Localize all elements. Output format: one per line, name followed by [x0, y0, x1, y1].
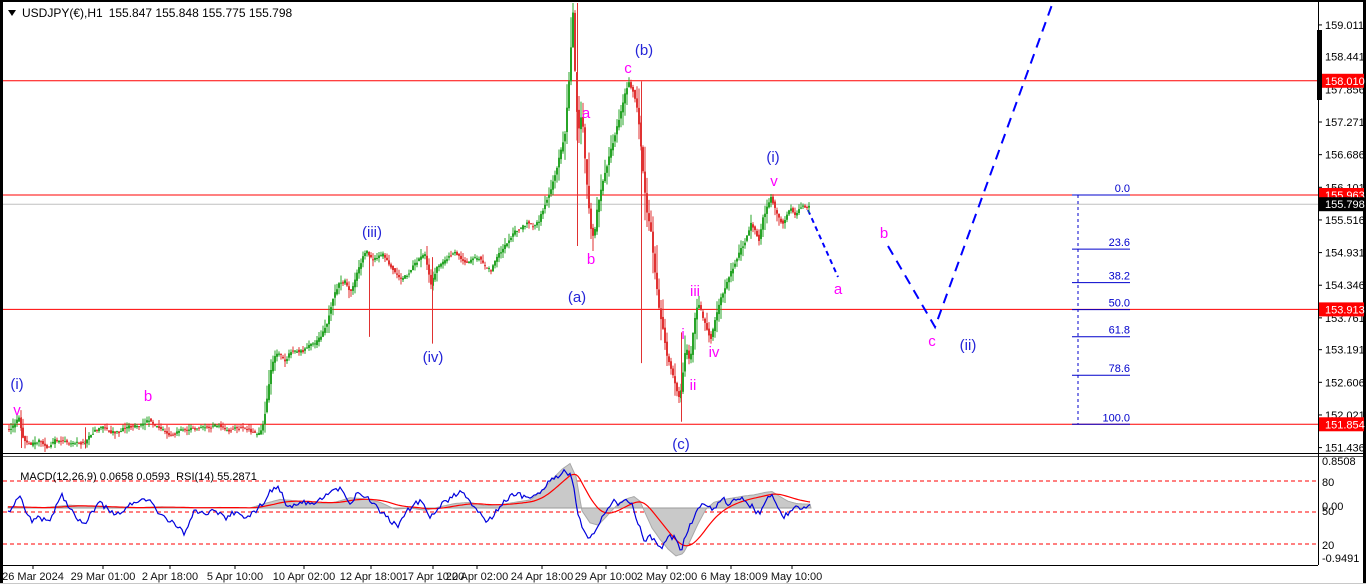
elliott-wave-labels[interactable]: (i)vb(iii)(iv)(a)abc(b)(c)iiiiiiiv(i)vab… [10, 42, 976, 453]
price-tick-label: 152.606 [1325, 377, 1365, 389]
wave-label[interactable]: (a) [568, 289, 586, 306]
price-tick-label: 153.191 [1325, 345, 1365, 357]
wave-label[interactable]: (iii) [362, 224, 382, 241]
indicator-scale-label: 80 [1322, 477, 1334, 489]
time-label: 6 May 18:00 [701, 571, 762, 583]
time-label: 22 Apr 02:00 [446, 571, 508, 583]
price-tick-label: 155.516 [1325, 215, 1365, 227]
price-badge-label: 155.798 [1325, 199, 1365, 211]
price-badge-label: 158.010 [1325, 76, 1365, 88]
price-axis[interactable]: 159.011158.441157.856157.271156.686156.1… [1317, 2, 1365, 565]
wave-projection-line[interactable] [887, 1, 1054, 330]
wave-label[interactable]: (i) [766, 149, 779, 166]
wave-label[interactable]: v [13, 402, 21, 419]
price-tick-label: 156.686 [1325, 150, 1365, 162]
time-label: 24 Apr 18:00 [511, 571, 573, 583]
wave-label[interactable]: a [582, 105, 591, 122]
fibonacci-retracement[interactable]: 0.0 23.6 38.2 50.0 61.8 78.6 100.0 [1072, 183, 1130, 425]
indicator-scale-label: 20 [1322, 540, 1334, 552]
price-spike-lines [21, 3, 682, 449]
price-badge [1319, 417, 1364, 432]
time-label: 5 Apr 10:00 [207, 571, 263, 583]
fib-level-label: 38.2 [1109, 271, 1130, 283]
fib-level-label: 78.6 [1109, 363, 1130, 375]
projection-lines[interactable] [807, 1, 1054, 330]
wave-label[interactable]: b [587, 251, 595, 268]
indicator-scale-label: 0.8508 [1322, 456, 1356, 468]
price-tick-label: 159.011 [1325, 20, 1364, 32]
wave-label[interactable]: b [880, 225, 888, 242]
time-label: 10 Apr 02:00 [273, 571, 335, 583]
time-label: 2 Apr 18:00 [142, 571, 198, 583]
wave-label[interactable]: v [770, 173, 778, 190]
wave-label[interactable]: iii [690, 283, 700, 300]
price-badge [1319, 302, 1364, 317]
wave-label[interactable]: i [681, 326, 684, 343]
wave-label[interactable]: c [624, 60, 632, 77]
price-badge-label: 151.854 [1325, 419, 1365, 431]
macd-rsi-values: MACD(12,26,9) 0.0658 0.0593 RSI(14) 55.2… [20, 471, 257, 483]
fib-level-label: 100.0 [1102, 412, 1130, 424]
ohlc-values: 155.847 155.848 155.775 155.798 [108, 6, 293, 20]
price-tick-label: 158.441 [1325, 52, 1365, 64]
fib-level-label: 61.8 [1109, 325, 1130, 337]
time-label: 2 May 02:00 [637, 571, 698, 583]
price-tick-label: 157.271 [1325, 117, 1365, 129]
price-tick-label: 154.346 [1325, 280, 1365, 292]
wave-label[interactable]: (iv) [423, 349, 444, 366]
price-tick-label: 151.436 [1325, 443, 1365, 455]
price-axis-marker [1317, 30, 1322, 100]
chart-title-bar: USDJPY(€),H1 155.847 155.848 155.775 155… [8, 5, 292, 21]
wave-label[interactable]: b [144, 388, 152, 405]
wave-label[interactable]: iv [709, 344, 720, 361]
indicator-scale-label: 0.00 [1322, 501, 1343, 513]
time-label: 9 May 10:00 [762, 571, 823, 583]
price-badge-label: 153.913 [1325, 304, 1365, 316]
indicator-scale-label: -0.9491 [1322, 553, 1359, 565]
symbol-timeframe-label: USDJPY(€),H1 [22, 6, 103, 20]
fib-level-label: 50.0 [1109, 298, 1130, 310]
wave-label[interactable]: (i) [10, 376, 23, 393]
indicator-label: MACD(12,26,9) 0.0658 0.0593 RSI(14) 55.2… [8, 459, 257, 495]
indicator-scale-label: 50 [1322, 506, 1334, 518]
window-border-right [1363, 0, 1366, 584]
time-label: 17 Apr 10:00 [402, 571, 464, 583]
fib-level-label: 0.0 [1115, 183, 1130, 195]
wave-label[interactable]: (b) [635, 42, 653, 59]
price-badge [1319, 197, 1364, 212]
window-border-top [0, 0, 1366, 2]
time-label: 12 Apr 18:00 [340, 571, 402, 583]
wave-label[interactable]: c [928, 333, 936, 350]
time-axis[interactable]: 26 Mar 2024 29 Mar 01:00 2 Apr 18:00 5 Apr … [2, 565, 822, 583]
price-badge [1319, 73, 1364, 88]
wave-label[interactable]: (ii) [960, 337, 977, 354]
collapse-dropdown-icon[interactable] [8, 10, 16, 16]
time-label: 29 Apr 10:00 [575, 571, 637, 583]
wave-projection-line[interactable] [807, 209, 839, 278]
time-label: 26 Mar 2024 [2, 571, 64, 583]
window-border-left [0, 0, 3, 584]
rsi-line [7, 468, 811, 551]
fib-level-label: 23.6 [1109, 237, 1130, 249]
price-tick-label: 154.931 [1325, 248, 1365, 260]
time-label: 29 Mar 01:00 [71, 571, 136, 583]
wave-label[interactable]: (c) [672, 436, 690, 453]
wave-label[interactable]: a [834, 281, 843, 298]
wave-label[interactable]: ii [690, 377, 697, 394]
